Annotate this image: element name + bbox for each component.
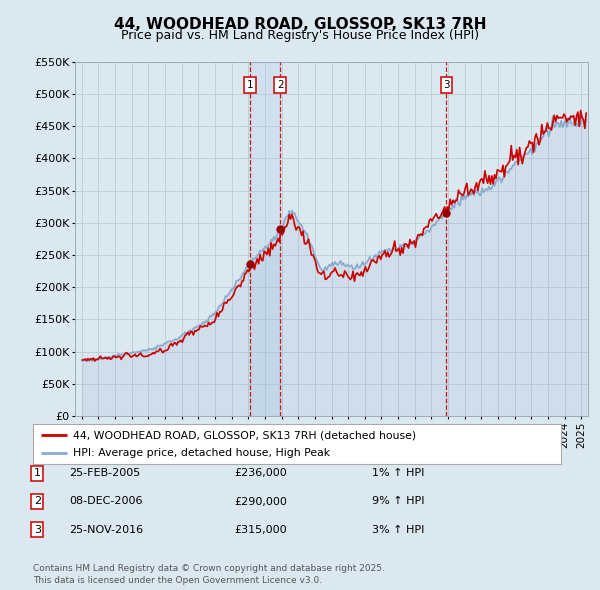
Text: 9% ↑ HPI: 9% ↑ HPI: [372, 497, 425, 506]
Text: £290,000: £290,000: [234, 497, 287, 506]
Text: 2: 2: [277, 80, 284, 90]
Text: 3% ↑ HPI: 3% ↑ HPI: [372, 525, 424, 535]
Text: 1% ↑ HPI: 1% ↑ HPI: [372, 468, 424, 478]
Text: Price paid vs. HM Land Registry's House Price Index (HPI): Price paid vs. HM Land Registry's House …: [121, 30, 479, 42]
Text: 25-FEB-2005: 25-FEB-2005: [69, 468, 140, 478]
Text: HPI: Average price, detached house, High Peak: HPI: Average price, detached house, High…: [73, 448, 330, 458]
Text: 08-DEC-2006: 08-DEC-2006: [69, 497, 143, 506]
Text: Contains HM Land Registry data © Crown copyright and database right 2025.
This d: Contains HM Land Registry data © Crown c…: [33, 565, 385, 585]
Text: 1: 1: [34, 468, 41, 478]
Text: 3: 3: [34, 525, 41, 535]
Text: 2: 2: [34, 497, 41, 506]
Text: 25-NOV-2016: 25-NOV-2016: [69, 525, 143, 535]
Text: 44, WOODHEAD ROAD, GLOSSOP, SK13 7RH: 44, WOODHEAD ROAD, GLOSSOP, SK13 7RH: [114, 17, 486, 31]
Bar: [250, 62, 280, 416]
Text: £236,000: £236,000: [234, 468, 287, 478]
Text: 1: 1: [247, 80, 254, 90]
Text: 44, WOODHEAD ROAD, GLOSSOP, SK13 7RH (detached house): 44, WOODHEAD ROAD, GLOSSOP, SK13 7RH (de…: [73, 430, 416, 440]
Text: £315,000: £315,000: [234, 525, 287, 535]
Text: 3: 3: [443, 80, 450, 90]
